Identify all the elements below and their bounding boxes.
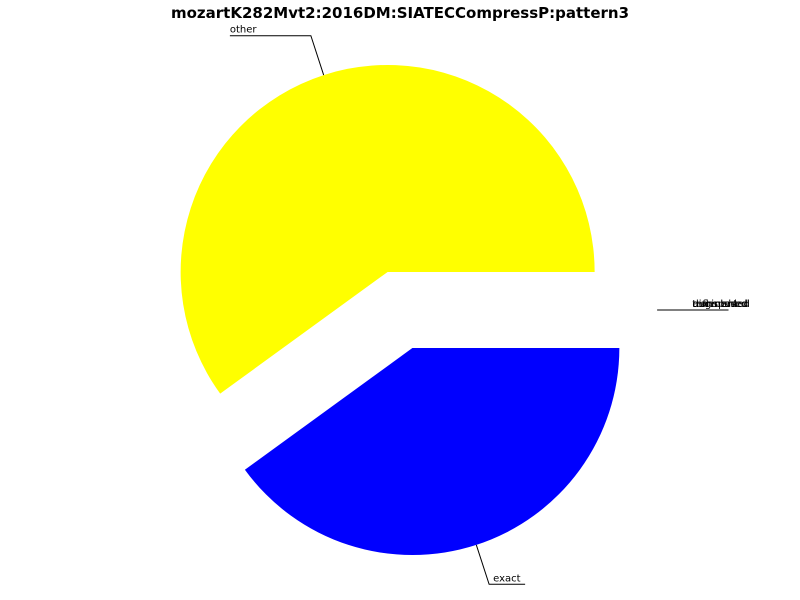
pie-slice-exact [244, 348, 620, 556]
slice-label-exact: exact [493, 573, 521, 584]
slice-label-transposed: transposed [692, 299, 748, 310]
leader-line-exact [475, 544, 526, 585]
slice-label-augmented: augmented [692, 299, 749, 310]
slice-label-diminished: diminished [692, 299, 747, 310]
pie-labels: other exact transposedaugmentedreflecteddi… [229, 25, 750, 585]
chart-title: mozartK282Mvt2:2016DM:SIATECCompressP:pa… [171, 4, 629, 22]
leader-line-other [229, 35, 325, 76]
slice-label-reflected: reflected [692, 299, 736, 310]
pie-slices [180, 64, 620, 556]
pie-slice-other [180, 64, 595, 394]
slice-label-other: other [230, 25, 258, 36]
